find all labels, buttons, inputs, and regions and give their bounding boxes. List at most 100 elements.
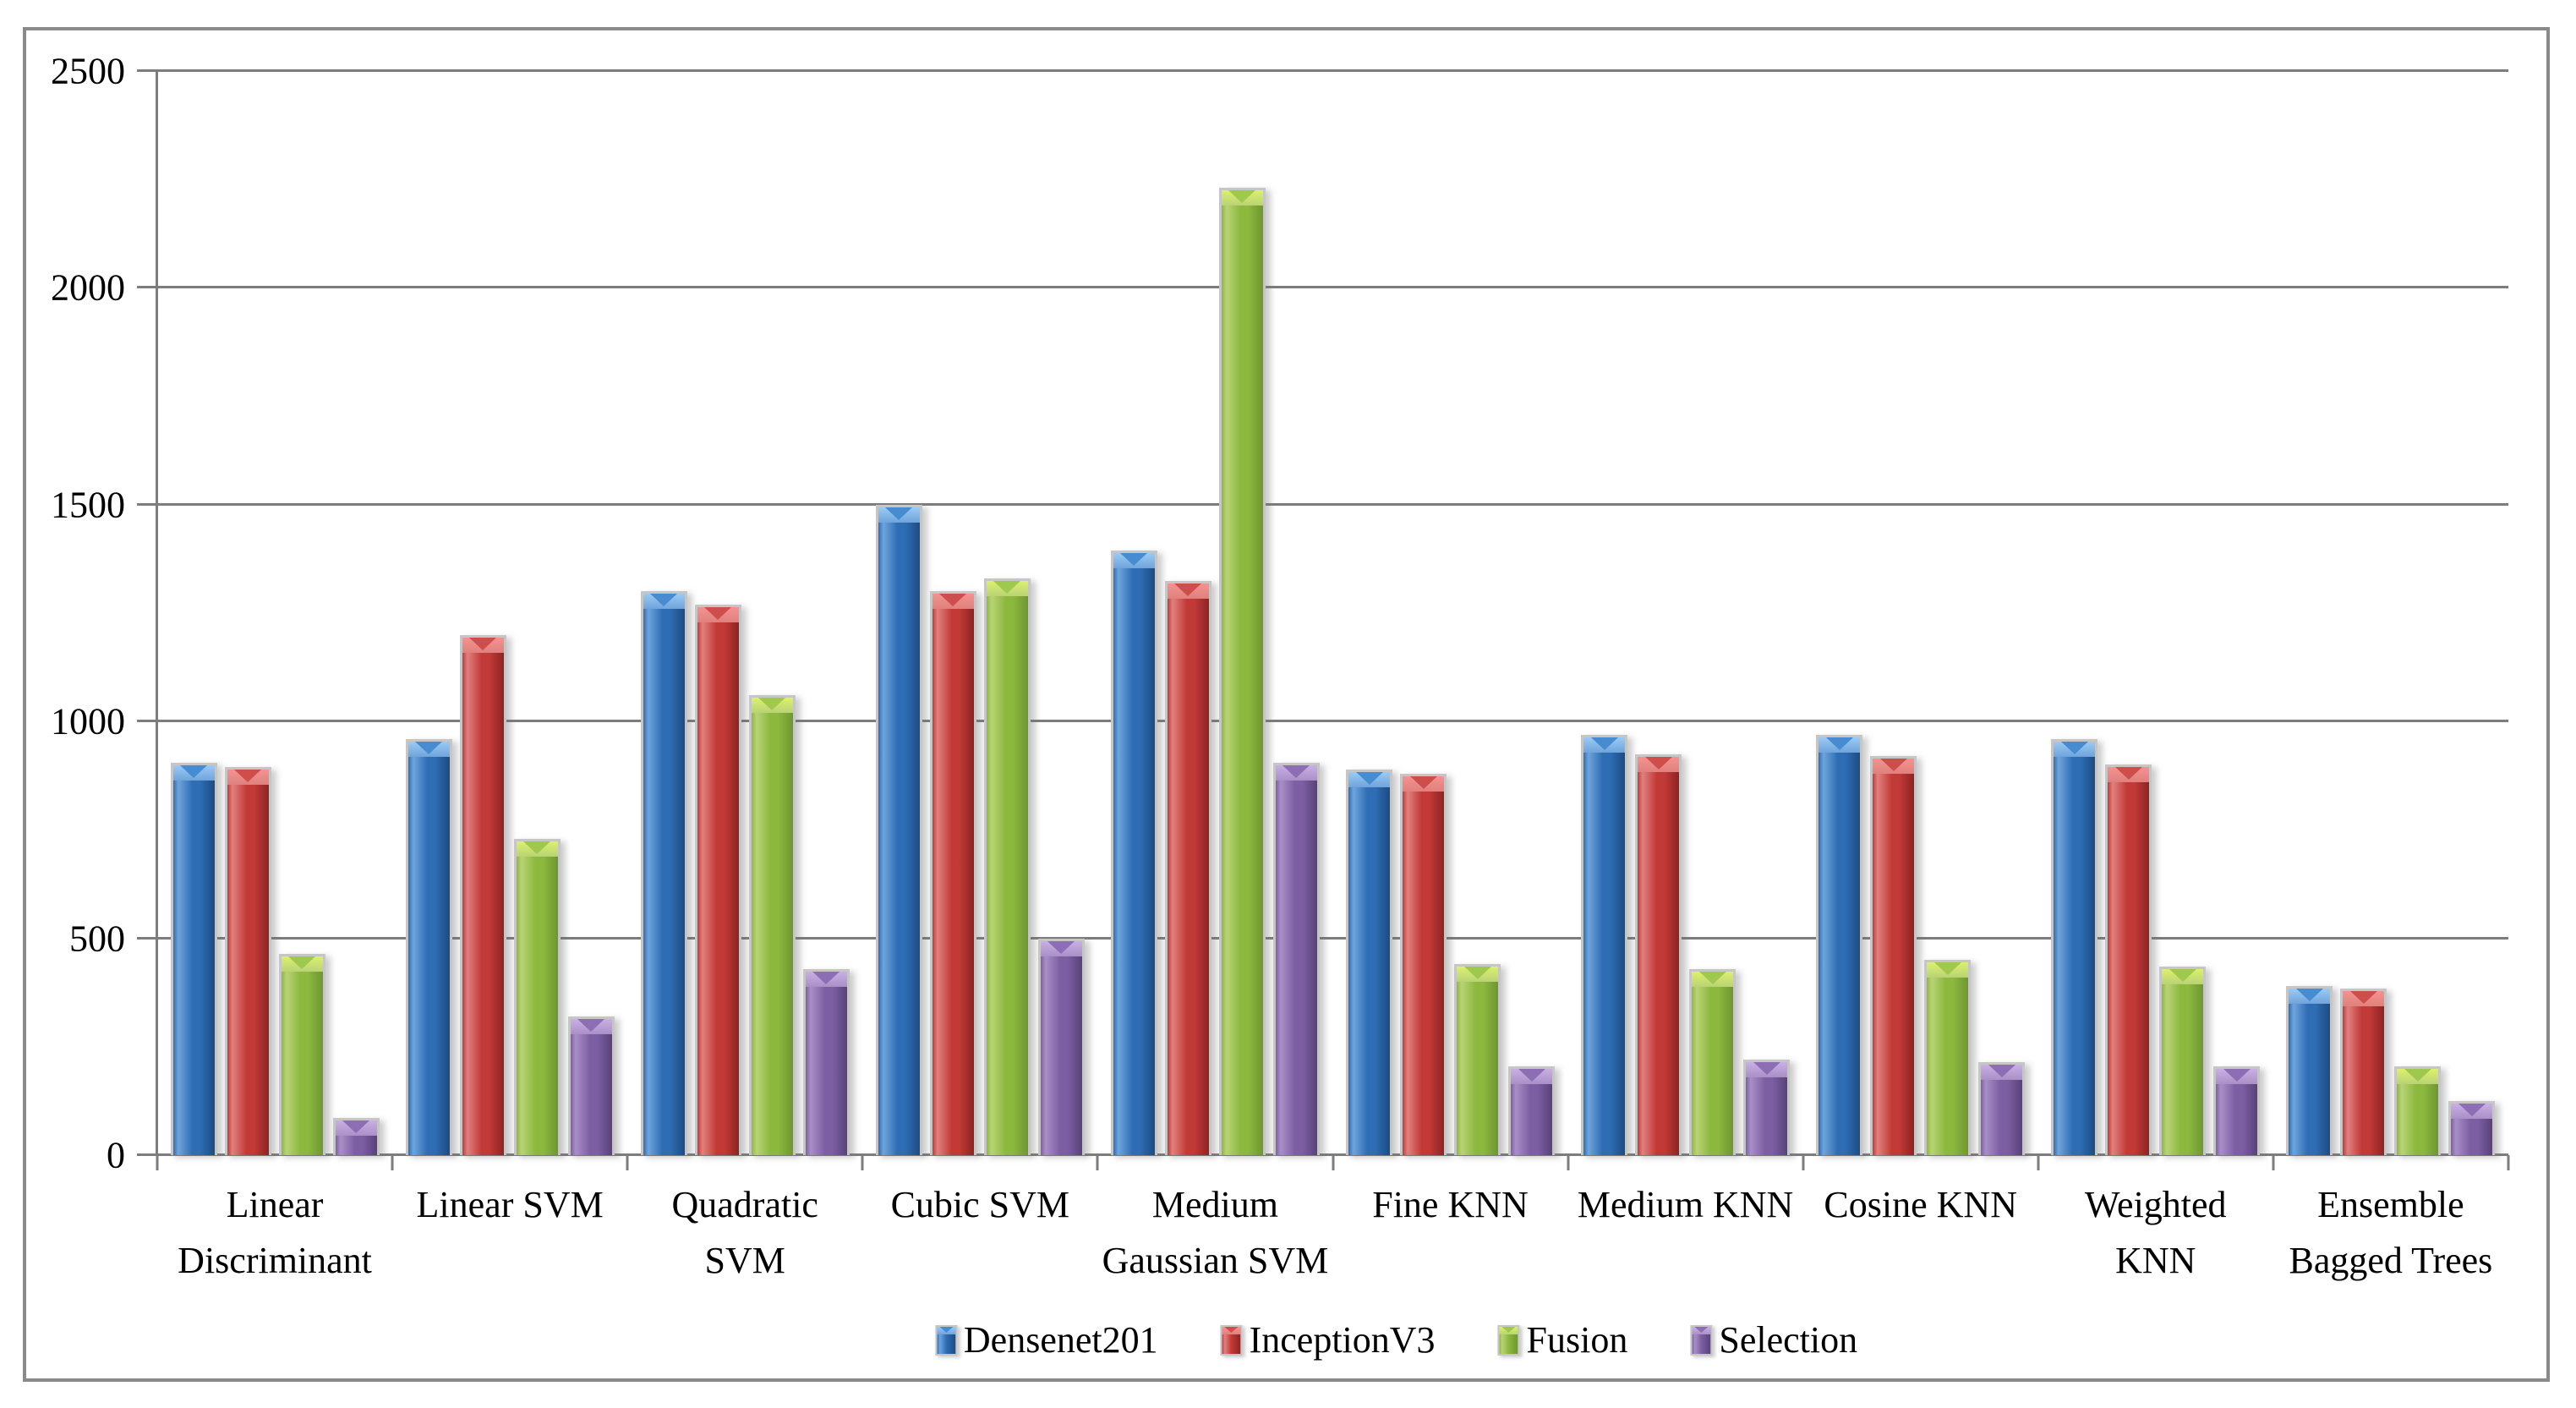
legend-label: Densenet201: [963, 1319, 1158, 1361]
legend-item: InceptionV3: [1220, 1318, 1436, 1361]
bar-top-highlight: [1981, 1064, 2023, 1080]
bar-top-highlight: [335, 1120, 377, 1137]
category-boundary-tick: [391, 1155, 394, 1170]
bar: [2051, 738, 2098, 1155]
bar: [802, 968, 850, 1155]
y-tick-label: 1500: [51, 484, 125, 526]
bar-top-highlight: [1819, 737, 1861, 753]
y-tick-label: 0: [107, 1134, 125, 1176]
bar-groups: [157, 71, 2508, 1155]
gridline: [137, 286, 2508, 289]
bar-group: [627, 71, 862, 1155]
y-axis-tick: [137, 286, 157, 289]
category-boundary-tick: [861, 1155, 864, 1170]
bar-top-highlight: [805, 971, 847, 987]
plot-area: 0 500 1000 1500 2000 2500 Linear Discriminant…: [51, 51, 2510, 1281]
bar: [694, 604, 741, 1155]
bar-group: [1568, 71, 1803, 1155]
bar-top-highlight: [2108, 767, 2150, 783]
bar: [332, 1118, 380, 1155]
chart-figure: 0 500 1000 1500 2000 2500 Linear Discriminant…: [23, 27, 2550, 1382]
bar: [1037, 938, 1085, 1155]
legend: Densenet201 InceptionV3 Fusion Selection: [934, 1318, 1857, 1361]
bar-group: [2038, 71, 2273, 1155]
legend-label: InceptionV3: [1249, 1319, 1436, 1361]
gridline: [137, 936, 2508, 940]
bar: [513, 838, 561, 1155]
x-axis-ticks: [156, 1155, 2510, 1172]
legend-marker: [1497, 1324, 1520, 1356]
bar-top-highlight: [1638, 756, 1680, 772]
category-label: Ensemble Bagged Trees: [2289, 1184, 2493, 1281]
bar: [1978, 1061, 2026, 1155]
bar-top-highlight: [1275, 764, 1317, 781]
category-label: Fine KNN: [1372, 1184, 1529, 1225]
category-label: Quadratic SVM: [671, 1184, 818, 1281]
y-axis-tick: [137, 936, 157, 940]
bar-top-highlight: [1113, 552, 1155, 568]
bar: [405, 738, 452, 1155]
bar-group: [1803, 71, 2038, 1155]
bar-top-highlight: [932, 594, 974, 610]
bar-top-highlight: [1583, 737, 1626, 753]
bar-top-highlight: [2216, 1068, 2258, 1084]
bar: [2394, 1066, 2442, 1155]
bar-group: [2273, 71, 2508, 1155]
y-tick-label: 2000: [51, 266, 125, 309]
category-boundary-tick: [1332, 1155, 1334, 1170]
gridline: [137, 720, 2508, 723]
x-axis-labels: Linear Discriminant Linear SVM Quadratic S…: [157, 1177, 2508, 1289]
bar-top-highlight: [462, 637, 504, 653]
bar-top-highlight: [1746, 1062, 1788, 1078]
bar-group: [157, 71, 392, 1155]
bar-top-highlight: [986, 580, 1028, 596]
bar-top-highlight: [1403, 775, 1445, 792]
legend-marker: [1220, 1324, 1243, 1356]
bar-top-highlight: [2451, 1103, 2493, 1119]
bar: [2340, 988, 2387, 1155]
bar-top-highlight: [2343, 990, 2385, 1006]
bar-top-highlight: [227, 770, 269, 786]
bar: [875, 504, 922, 1155]
legend-marker: [934, 1324, 957, 1356]
category-label: Cubic SVM: [890, 1184, 1070, 1225]
bar: [1346, 769, 1393, 1155]
legend-label: Fusion: [1526, 1319, 1628, 1361]
legend-item: Selection: [1690, 1318, 1857, 1361]
bar: [1689, 968, 1736, 1155]
category-boundary-tick: [1096, 1155, 1099, 1170]
bar: [2448, 1100, 2496, 1155]
bar: [1743, 1060, 1791, 1155]
bar: [1924, 960, 1972, 1155]
gridline: [137, 1153, 2508, 1156]
bar-top-highlight: [570, 1018, 612, 1034]
bar-group: [1332, 71, 1567, 1155]
y-axis-tick: [137, 1153, 157, 1156]
bar: [2213, 1066, 2261, 1155]
bar-top-highlight: [1348, 771, 1391, 787]
category-label: Medium Gaussian SVM: [1102, 1184, 1329, 1281]
bar: [929, 591, 976, 1155]
bar-top-highlight: [2054, 741, 2096, 757]
category-label: Linear SVM: [416, 1184, 604, 1225]
bar-top-highlight: [1221, 190, 1263, 206]
bar-top-highlight: [1873, 759, 1915, 775]
category-label: Weighted KNN: [2085, 1184, 2227, 1281]
bar-top-highlight: [697, 606, 739, 622]
y-axis-tick: [137, 502, 157, 506]
bar-top-highlight: [281, 956, 323, 972]
bar-top-highlight: [1511, 1068, 1553, 1084]
bar: [1581, 734, 1628, 1155]
bar-top-highlight: [2162, 968, 2204, 984]
bar-top-highlight: [2289, 989, 2331, 1005]
bar: [1110, 550, 1157, 1155]
gridline: [137, 502, 2508, 506]
bar-top-highlight: [878, 507, 920, 523]
bar: [2159, 966, 2207, 1155]
category-boundary-tick: [2272, 1155, 2275, 1170]
bar-group: [392, 71, 627, 1155]
y-tick-label: 1000: [51, 700, 125, 742]
bar-top-highlight: [751, 698, 793, 714]
bar-top-highlight: [516, 841, 558, 857]
bar: [1870, 756, 1917, 1155]
